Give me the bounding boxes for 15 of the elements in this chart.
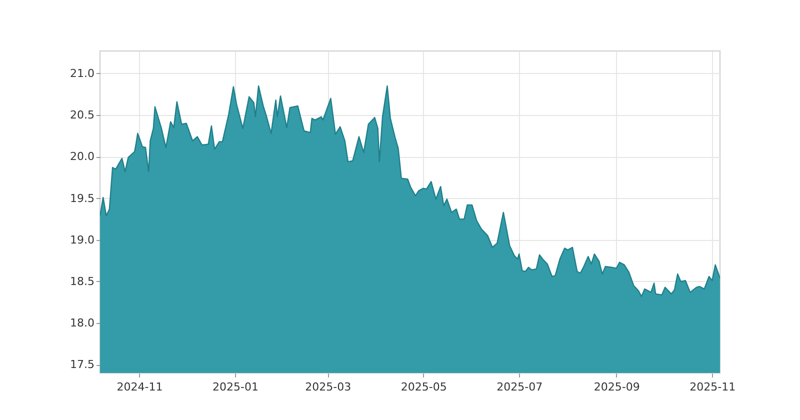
y-tick-label: 18.5 — [70, 274, 94, 288]
y-tick-label: 17.5 — [70, 358, 94, 372]
y-tick-label: 20.5 — [70, 108, 94, 122]
y-tick-label: 19.0 — [70, 233, 94, 246]
x-tick-label: 2025-11 — [690, 380, 736, 394]
x-tick-label: 2025-03 — [305, 380, 352, 394]
x-tick-label: 2025-09 — [594, 380, 640, 394]
y-tick-label: 18.0 — [70, 316, 94, 330]
y-tick-label: 20.0 — [70, 150, 94, 164]
x-tick-label: 2025-01 — [212, 380, 258, 394]
y-tick-label: 19.5 — [70, 192, 94, 205]
y-tick-label: 21.0 — [70, 66, 94, 80]
x-tick-label: 2025-07 — [496, 380, 543, 394]
x-tick-label: 2024-11 — [116, 380, 163, 394]
x-tick-label: 2025-05 — [400, 380, 447, 394]
